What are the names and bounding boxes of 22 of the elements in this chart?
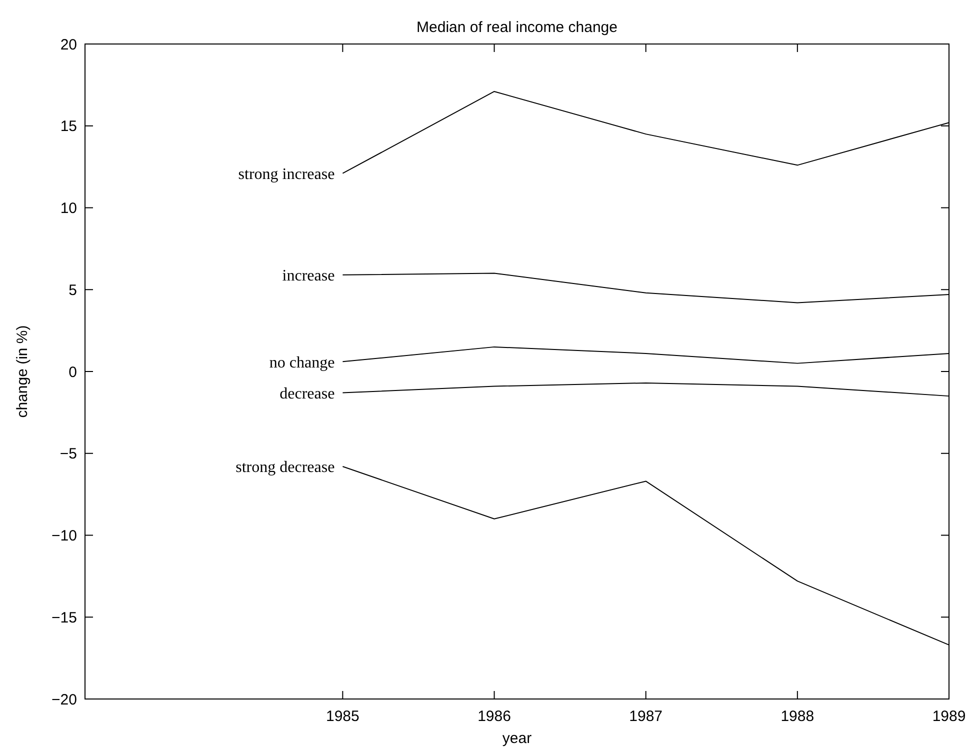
y-tick-label: −5 [60, 446, 77, 463]
y-tick-label: −20 [52, 691, 77, 708]
x-tick-label: 1989 [932, 708, 966, 725]
y-tick-label: 10 [60, 200, 77, 217]
y-tick-label: 5 [68, 282, 77, 299]
x-axis-title: year [502, 730, 532, 747]
series-label: no change [269, 354, 335, 372]
series-label: decrease [280, 385, 335, 402]
x-tick-label: 1987 [629, 708, 663, 725]
y-tick-label: 0 [68, 364, 77, 381]
series-label: strong decrease [236, 459, 335, 476]
y-tick-label: 15 [60, 118, 77, 136]
y-tick-label: −15 [52, 609, 77, 626]
series-label: strong increase [238, 166, 335, 183]
chart-title: Median of real income change [416, 19, 618, 36]
x-tick-label: 1988 [780, 708, 814, 725]
x-tick-label: 1985 [326, 708, 360, 725]
x-tick-label: 1986 [478, 708, 511, 725]
series-label: increase [282, 267, 335, 284]
y-axis-title: change (in %) [14, 325, 31, 418]
y-tick-label: −10 [52, 528, 77, 544]
y-tick-label: 20 [60, 36, 77, 54]
